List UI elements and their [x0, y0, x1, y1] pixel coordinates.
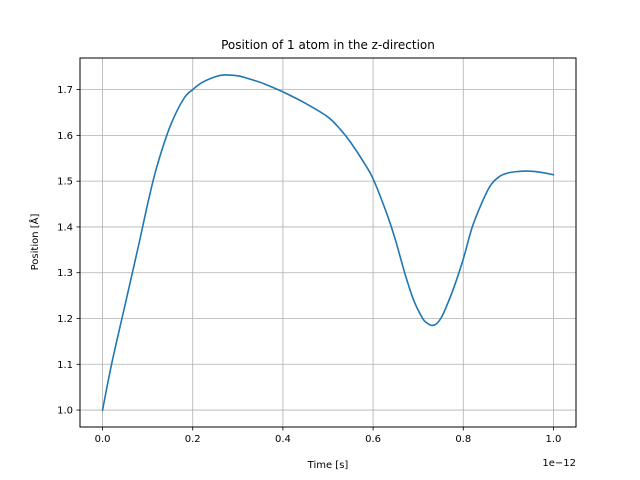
x-tick-label: 0.0 — [95, 434, 111, 445]
grid — [80, 58, 576, 427]
y-tick-label: 1.1 — [57, 360, 73, 371]
y-tick-label: 1.0 — [57, 406, 73, 417]
x-tick-label: 0.2 — [185, 434, 201, 445]
ticks: 0.0 0.2 0.4 0.6 0.8 1.0 1.0 1.1 1.2 1.3 1.4 1.5 1.6 1… — [57, 85, 561, 445]
x-tick-label: 0.6 — [365, 434, 381, 445]
x-offset-label: 1e−12 — [542, 458, 576, 469]
y-tick-label: 1.2 — [57, 314, 73, 325]
y-tick-label: 1.4 — [57, 222, 73, 233]
x-axis-label: Time [s] — [307, 460, 349, 471]
series-line — [101, 74, 555, 411]
y-tick-label: 1.7 — [57, 85, 73, 96]
x-tick-label: 0.4 — [275, 434, 291, 445]
y-tick-label: 1.3 — [57, 268, 73, 279]
x-tick-label: 0.8 — [455, 434, 471, 445]
x-tick-label: 1.0 — [546, 434, 562, 445]
plot-frame — [79, 57, 577, 428]
series-layer — [101, 74, 555, 411]
y-axis-label: Position [Å] — [28, 214, 41, 271]
chart-title: Position of 1 atom in the z-direction — [221, 38, 435, 52]
y-tick-label: 1.5 — [57, 177, 73, 188]
y-tick-label: 1.6 — [57, 131, 73, 142]
